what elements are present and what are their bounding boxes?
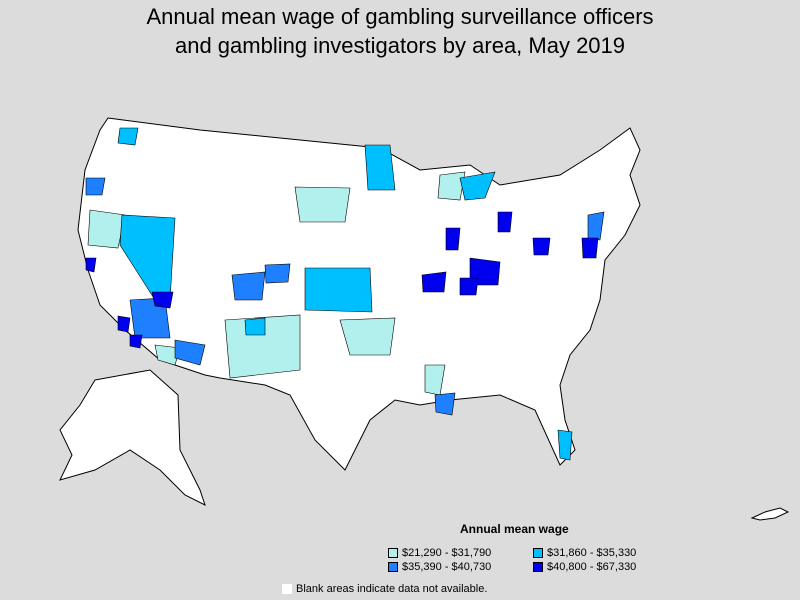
hawaii-outline <box>750 507 790 521</box>
area-oregon-valley <box>87 209 126 249</box>
area-washington <box>117 127 139 146</box>
legend-swatch-1 <box>388 548 398 558</box>
area-colorado-small <box>244 317 266 336</box>
legend-label-4: $40,800 - $67,330 <box>547 561 637 573</box>
area-pennsylvania <box>532 237 551 256</box>
area-new-mexico <box>224 314 301 379</box>
legend-swatch-3 <box>388 562 398 572</box>
area-kentucky <box>459 277 479 296</box>
area-north-dakota <box>294 186 351 223</box>
area-florida <box>557 429 573 461</box>
legend-label-3: $35,390 - $40,730 <box>402 561 492 573</box>
legend-item-3: $35,390 - $40,730 <box>388 561 491 573</box>
area-oklahoma <box>339 317 396 356</box>
area-colorado-north <box>264 263 291 284</box>
area-minnesota <box>364 144 396 191</box>
legend-swatch-2 <box>533 548 543 558</box>
area-detroit <box>497 211 513 233</box>
legend-label-2: $31,860 - $35,330 <box>547 547 637 559</box>
area-michigan-up <box>437 171 466 201</box>
area-oregon-coast <box>85 177 106 196</box>
legend-item-1: $21,290 - $31,790 <box>388 547 491 559</box>
map-title: Annual mean wage of gambling surveillanc… <box>0 2 800 60</box>
area-chicago <box>445 227 461 251</box>
blank-swatch <box>282 584 292 594</box>
area-st-louis <box>421 271 447 293</box>
area-san-diego <box>117 315 131 333</box>
area-las-vegas <box>151 291 174 309</box>
blank-areas-note: Blank areas indicate data not available. <box>282 583 487 595</box>
area-sf-bay <box>85 257 97 273</box>
wage-areas <box>85 127 605 461</box>
area-colorado <box>231 271 266 301</box>
note-text: Blank areas indicate data not available. <box>296 583 488 595</box>
area-arizona-south <box>154 344 181 366</box>
area-philadelphia <box>581 237 599 259</box>
alaska-outline <box>59 369 206 506</box>
legend-swatch-4 <box>533 562 543 572</box>
title-line-2: and gambling investigators by area, May … <box>174 33 626 58</box>
area-phoenix <box>174 339 206 366</box>
area-new-jersey <box>587 211 605 241</box>
title-line-1: Annual mean wage of gambling surveillanc… <box>146 4 654 29</box>
area-louisiana <box>434 392 456 416</box>
legend-item-2: $31,860 - $35,330 <box>533 547 636 559</box>
area-michigan-north <box>459 171 496 201</box>
legend-item-4: $40,800 - $67,330 <box>533 561 636 573</box>
legend-label-1: $21,290 - $31,790 <box>402 547 492 559</box>
area-kansas <box>304 267 373 313</box>
area-southern-ca <box>129 334 143 349</box>
legend-title: Annual mean wage <box>460 522 569 536</box>
